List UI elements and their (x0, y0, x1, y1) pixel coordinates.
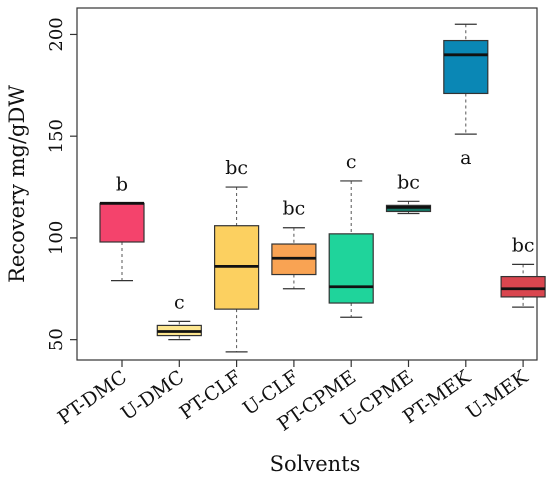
box-body (500, 275, 546, 298)
significance-letter: bc (512, 234, 535, 256)
box-u-clf: bc (271, 198, 317, 290)
y-axis-title: Recovery mg/gDW (5, 85, 29, 283)
box-body (99, 202, 145, 243)
significance-letter: a (460, 147, 471, 169)
significance-letter: bc (397, 171, 420, 193)
significance-letter: bc (225, 157, 248, 179)
box-body (328, 233, 374, 304)
significance-letter: b (116, 173, 128, 195)
box-body (443, 39, 489, 95)
box-u-dmc: c (156, 291, 202, 341)
box-pt-cpme: c (328, 151, 374, 318)
x-tick-label: U-DMC (117, 366, 188, 425)
box-pt-mek: a (443, 23, 489, 169)
box-pt-dmc: b (99, 173, 145, 282)
y-tick-label: 150 (46, 119, 67, 153)
x-tick-label: U-MEK (462, 366, 532, 424)
x-axis-title: Solvents (270, 452, 361, 476)
significance-letter: c (174, 291, 185, 313)
y-tick-label: 50 (46, 328, 67, 351)
box-u-cpme: bc (385, 171, 432, 215)
x-tick-label: PT-CLF (176, 366, 246, 424)
box-pt-clf: bc (214, 157, 260, 353)
y-tick-label: 100 (46, 221, 67, 255)
y-tick-label: 200 (46, 17, 67, 51)
box-u-mek: bc (500, 234, 546, 308)
significance-letter: bc (282, 198, 305, 220)
y-axis: 50 100 150 200 (46, 17, 77, 351)
x-axis: PT-DMCU-DMCPT-CLFU-CLFPT-CPMEU-CPMEPT-ME… (54, 360, 533, 436)
x-tick-label: PT-DMC (54, 366, 131, 429)
plot-frame (76, 7, 538, 361)
significance-letter: c (346, 151, 357, 173)
